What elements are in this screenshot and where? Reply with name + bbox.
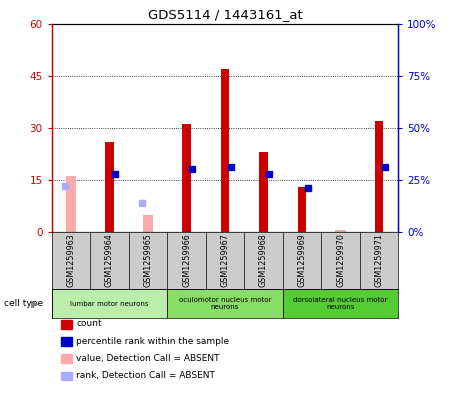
Text: cell type: cell type: [4, 299, 44, 308]
Bar: [105, 141, 114, 232]
Bar: [167, 289, 283, 318]
Text: rank, Detection Call = ABSENT: rank, Detection Call = ABSENT: [76, 371, 216, 380]
Bar: [298, 187, 306, 232]
Bar: [335, 230, 346, 232]
Bar: [375, 121, 383, 232]
Bar: [221, 69, 229, 232]
Bar: [259, 152, 268, 232]
Text: lumbar motor neurons: lumbar motor neurons: [70, 301, 149, 307]
Text: GSM1259968: GSM1259968: [259, 233, 268, 287]
Text: ▶: ▶: [31, 299, 38, 309]
Bar: [66, 176, 77, 232]
Text: GSM1259967: GSM1259967: [220, 233, 230, 287]
Text: dorsolateral nucleus motor
neurons: dorsolateral nucleus motor neurons: [293, 297, 388, 310]
Title: GDS5114 / 1443161_at: GDS5114 / 1443161_at: [148, 8, 302, 21]
Text: GSM1259964: GSM1259964: [105, 233, 114, 287]
Text: GSM1259963: GSM1259963: [67, 233, 76, 287]
Text: GSM1259969: GSM1259969: [297, 233, 306, 287]
Text: GSM1259966: GSM1259966: [182, 233, 191, 287]
Bar: [283, 289, 398, 318]
Text: count: count: [76, 320, 102, 328]
Text: percentile rank within the sample: percentile rank within the sample: [76, 337, 230, 345]
Text: GSM1259971: GSM1259971: [374, 233, 383, 287]
Text: oculomotor nucleus motor
neurons: oculomotor nucleus motor neurons: [179, 297, 271, 310]
Text: GSM1259970: GSM1259970: [336, 233, 345, 287]
Bar: [182, 124, 191, 232]
Text: GSM1259965: GSM1259965: [144, 233, 153, 287]
Bar: [52, 289, 167, 318]
Bar: [143, 215, 153, 232]
Text: value, Detection Call = ABSENT: value, Detection Call = ABSENT: [76, 354, 220, 363]
